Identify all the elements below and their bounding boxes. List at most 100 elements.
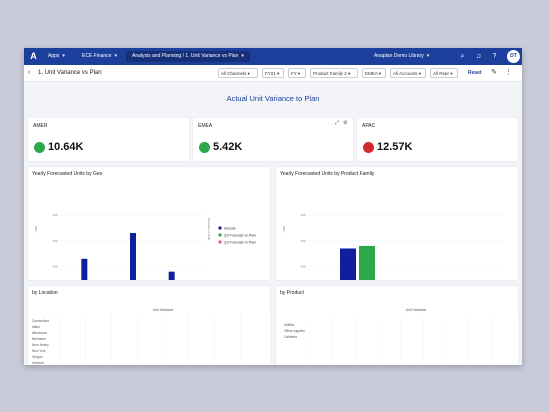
page-title: 1. Unit Variance vs Plan: [38, 70, 102, 76]
y-tick-label: 20K: [301, 265, 306, 269]
filter-channels[interactable]: All Channels ▾: [218, 68, 258, 78]
kpi-value: 10.64K: [48, 141, 84, 153]
status-dot: [199, 142, 210, 153]
grid-row-label: Vermont: [32, 361, 44, 365]
more-icon[interactable]: ⋮: [505, 69, 512, 76]
grid-row-label: Idaho: [32, 325, 40, 329]
y-tick-label: 20K: [53, 265, 58, 269]
chart-title: Yearly Forecasted Units by Geo: [32, 171, 103, 177]
legend-label: Actuals: [224, 226, 236, 230]
filter-reps[interactable]: All Repr ▾: [430, 68, 458, 78]
grid-row-label: Minnesota: [32, 331, 47, 335]
search-icon[interactable]: ⌕: [460, 53, 465, 60]
grid-row-label: Oregon: [32, 355, 43, 359]
chart-title: Yearly Forecasted Units by Product Famil…: [280, 171, 375, 177]
filter-period[interactable]: FY ▾: [288, 68, 306, 78]
grid-row-label: Nebraska: [32, 337, 46, 341]
filter-region[interactable]: EMEA ▾: [362, 68, 386, 78]
bell-icon[interactable]: ♫: [475, 53, 482, 60]
grid-row-label: New York: [32, 349, 46, 353]
location-grid: Unit Variance Connecticut Idaho Minnesota N…: [32, 308, 267, 365]
y-tick-label: 40K: [53, 213, 58, 217]
legend: Actuals Q3 Forecast vs Plan Q3 Forecast …: [218, 226, 256, 244]
filter-label: EMEA: [365, 71, 378, 76]
legend-label: Q3 Forecast vs Plan: [224, 233, 256, 237]
filter-label: All Accounts: [393, 71, 418, 76]
workspace-menu[interactable]: Anaplan Demo Library ▾: [374, 51, 429, 62]
status-dot: [34, 142, 45, 153]
kpi-label: EMEA: [198, 123, 213, 129]
filter-label: FY: [291, 71, 297, 76]
dashboard-title: Actual Unit Variance to Plan: [226, 94, 320, 103]
page-breadcrumb[interactable]: Analysis and Planning / 1. Unit Variance…: [126, 51, 250, 62]
reset-button[interactable]: Reset: [468, 70, 482, 76]
grid-header: Unit Variance: [406, 308, 427, 312]
y-tick-label: 30K: [301, 239, 306, 243]
filter-accounts[interactable]: All Accounts ▾: [390, 68, 426, 78]
kpi-card-amer: AMER 10.64K: [28, 118, 189, 161]
grid-title: by Location: [32, 290, 58, 296]
status-dot: [363, 142, 374, 153]
page-toolbar: ‹ 1. Unit Variance vs Plan All Channels …: [24, 65, 522, 82]
chevron-down-icon: ▾: [62, 53, 65, 59]
bar-utilities-1[interactable]: [359, 245, 375, 280]
workspace-label: Anaplan Demo Library: [374, 53, 424, 59]
bar-emea-0[interactable]: [130, 233, 136, 280]
kpi-card-emea: EMEA ⤢ ⚙ 5.42K: [193, 118, 353, 161]
expand-icon[interactable]: ⤢: [335, 120, 340, 126]
legend-label: Q3 Forecast vs Plan: [224, 240, 256, 244]
kpi-label: APAC: [362, 123, 376, 129]
grid-row-label: Connecticut: [32, 319, 49, 323]
kpi-value: 12.57K: [377, 141, 413, 153]
y-axis-label: Units: [282, 225, 286, 232]
geo-bar-chart: Units Forecast vs Plan 40K30K20K10K0 AME…: [34, 213, 256, 280]
product-chart-card: Yearly Forecasted Units by Product Famil…: [276, 167, 518, 280]
top-nav-bar: A Apps ▾ ECE Finance ▾ Analysis and Planni…: [24, 48, 522, 65]
grid-row-label: Office supplies: [284, 329, 305, 333]
filter-label: All Repr: [433, 71, 450, 76]
grid-row-label: Cafeteria: [284, 335, 297, 339]
filter-year[interactable]: FY21 ▾: [262, 68, 284, 78]
anaplan-logo-icon[interactable]: A: [30, 51, 37, 61]
apps-menu[interactable]: Apps ▾: [42, 51, 71, 62]
location-grid-card: by Location Unit Variance Connecticut Ida…: [28, 286, 270, 365]
grid-row-label: New Jersey: [32, 343, 49, 347]
grid-row-label: Utilities: [284, 323, 295, 327]
chevron-down-icon: ▾: [426, 53, 430, 59]
grid-header: Unit Variance: [153, 308, 174, 312]
product-grid-card: by Product Unit Variance Utilities Office…: [276, 286, 518, 365]
bar-apac-0[interactable]: [168, 271, 175, 280]
y-tick-label: 30K: [53, 239, 58, 243]
legend-swatch-forecast-green: [218, 233, 222, 237]
filter-label: All Channels: [221, 71, 247, 76]
legend-swatch-actuals: [218, 226, 222, 230]
model-menu[interactable]: ECE Finance ▾: [76, 51, 123, 62]
grid-title: by Product: [280, 290, 304, 296]
chevron-down-icon: ▾: [241, 53, 244, 59]
chevron-down-icon: ▾: [114, 53, 117, 59]
kpi-card-apac: APAC 12.57K: [357, 118, 518, 161]
edit-icon[interactable]: ✎: [491, 69, 497, 76]
back-arrow-icon[interactable]: ‹: [28, 69, 31, 76]
y2-axis-label: Forecast vs Plan: [207, 218, 211, 241]
apps-label: Apps: [48, 53, 60, 59]
filter-label: Product Family 2: [313, 71, 347, 76]
bar-utilities-0[interactable]: [340, 248, 356, 280]
filter-label: FY21: [265, 71, 276, 76]
kpi-value: 5.42K: [213, 141, 243, 153]
settings-icon[interactable]: ⚙: [343, 120, 348, 126]
avatar[interactable]: DT: [507, 50, 520, 63]
bar-amer-0[interactable]: [81, 258, 88, 280]
product-grid: Unit Variance Utilities Office supplies Ca…: [284, 308, 515, 365]
model-label: ECE Finance: [82, 53, 112, 59]
legend-swatch-forecast-red: [218, 240, 222, 244]
y-tick-label: 40K: [301, 213, 306, 217]
geo-chart-card: Yearly Forecasted Units by Geo Units For…: [28, 167, 270, 280]
filter-product-family[interactable]: Product Family 2 ▾: [310, 68, 358, 78]
help-icon[interactable]: ?: [492, 53, 497, 60]
app-window: A Apps ▾ ECE Finance ▾ Analysis and Planni…: [24, 48, 522, 365]
kpi-label: AMER: [33, 123, 48, 129]
y-axis-label: Units: [34, 225, 38, 232]
page-breadcrumb-label: Analysis and Planning / 1. Unit Variance…: [132, 53, 239, 59]
